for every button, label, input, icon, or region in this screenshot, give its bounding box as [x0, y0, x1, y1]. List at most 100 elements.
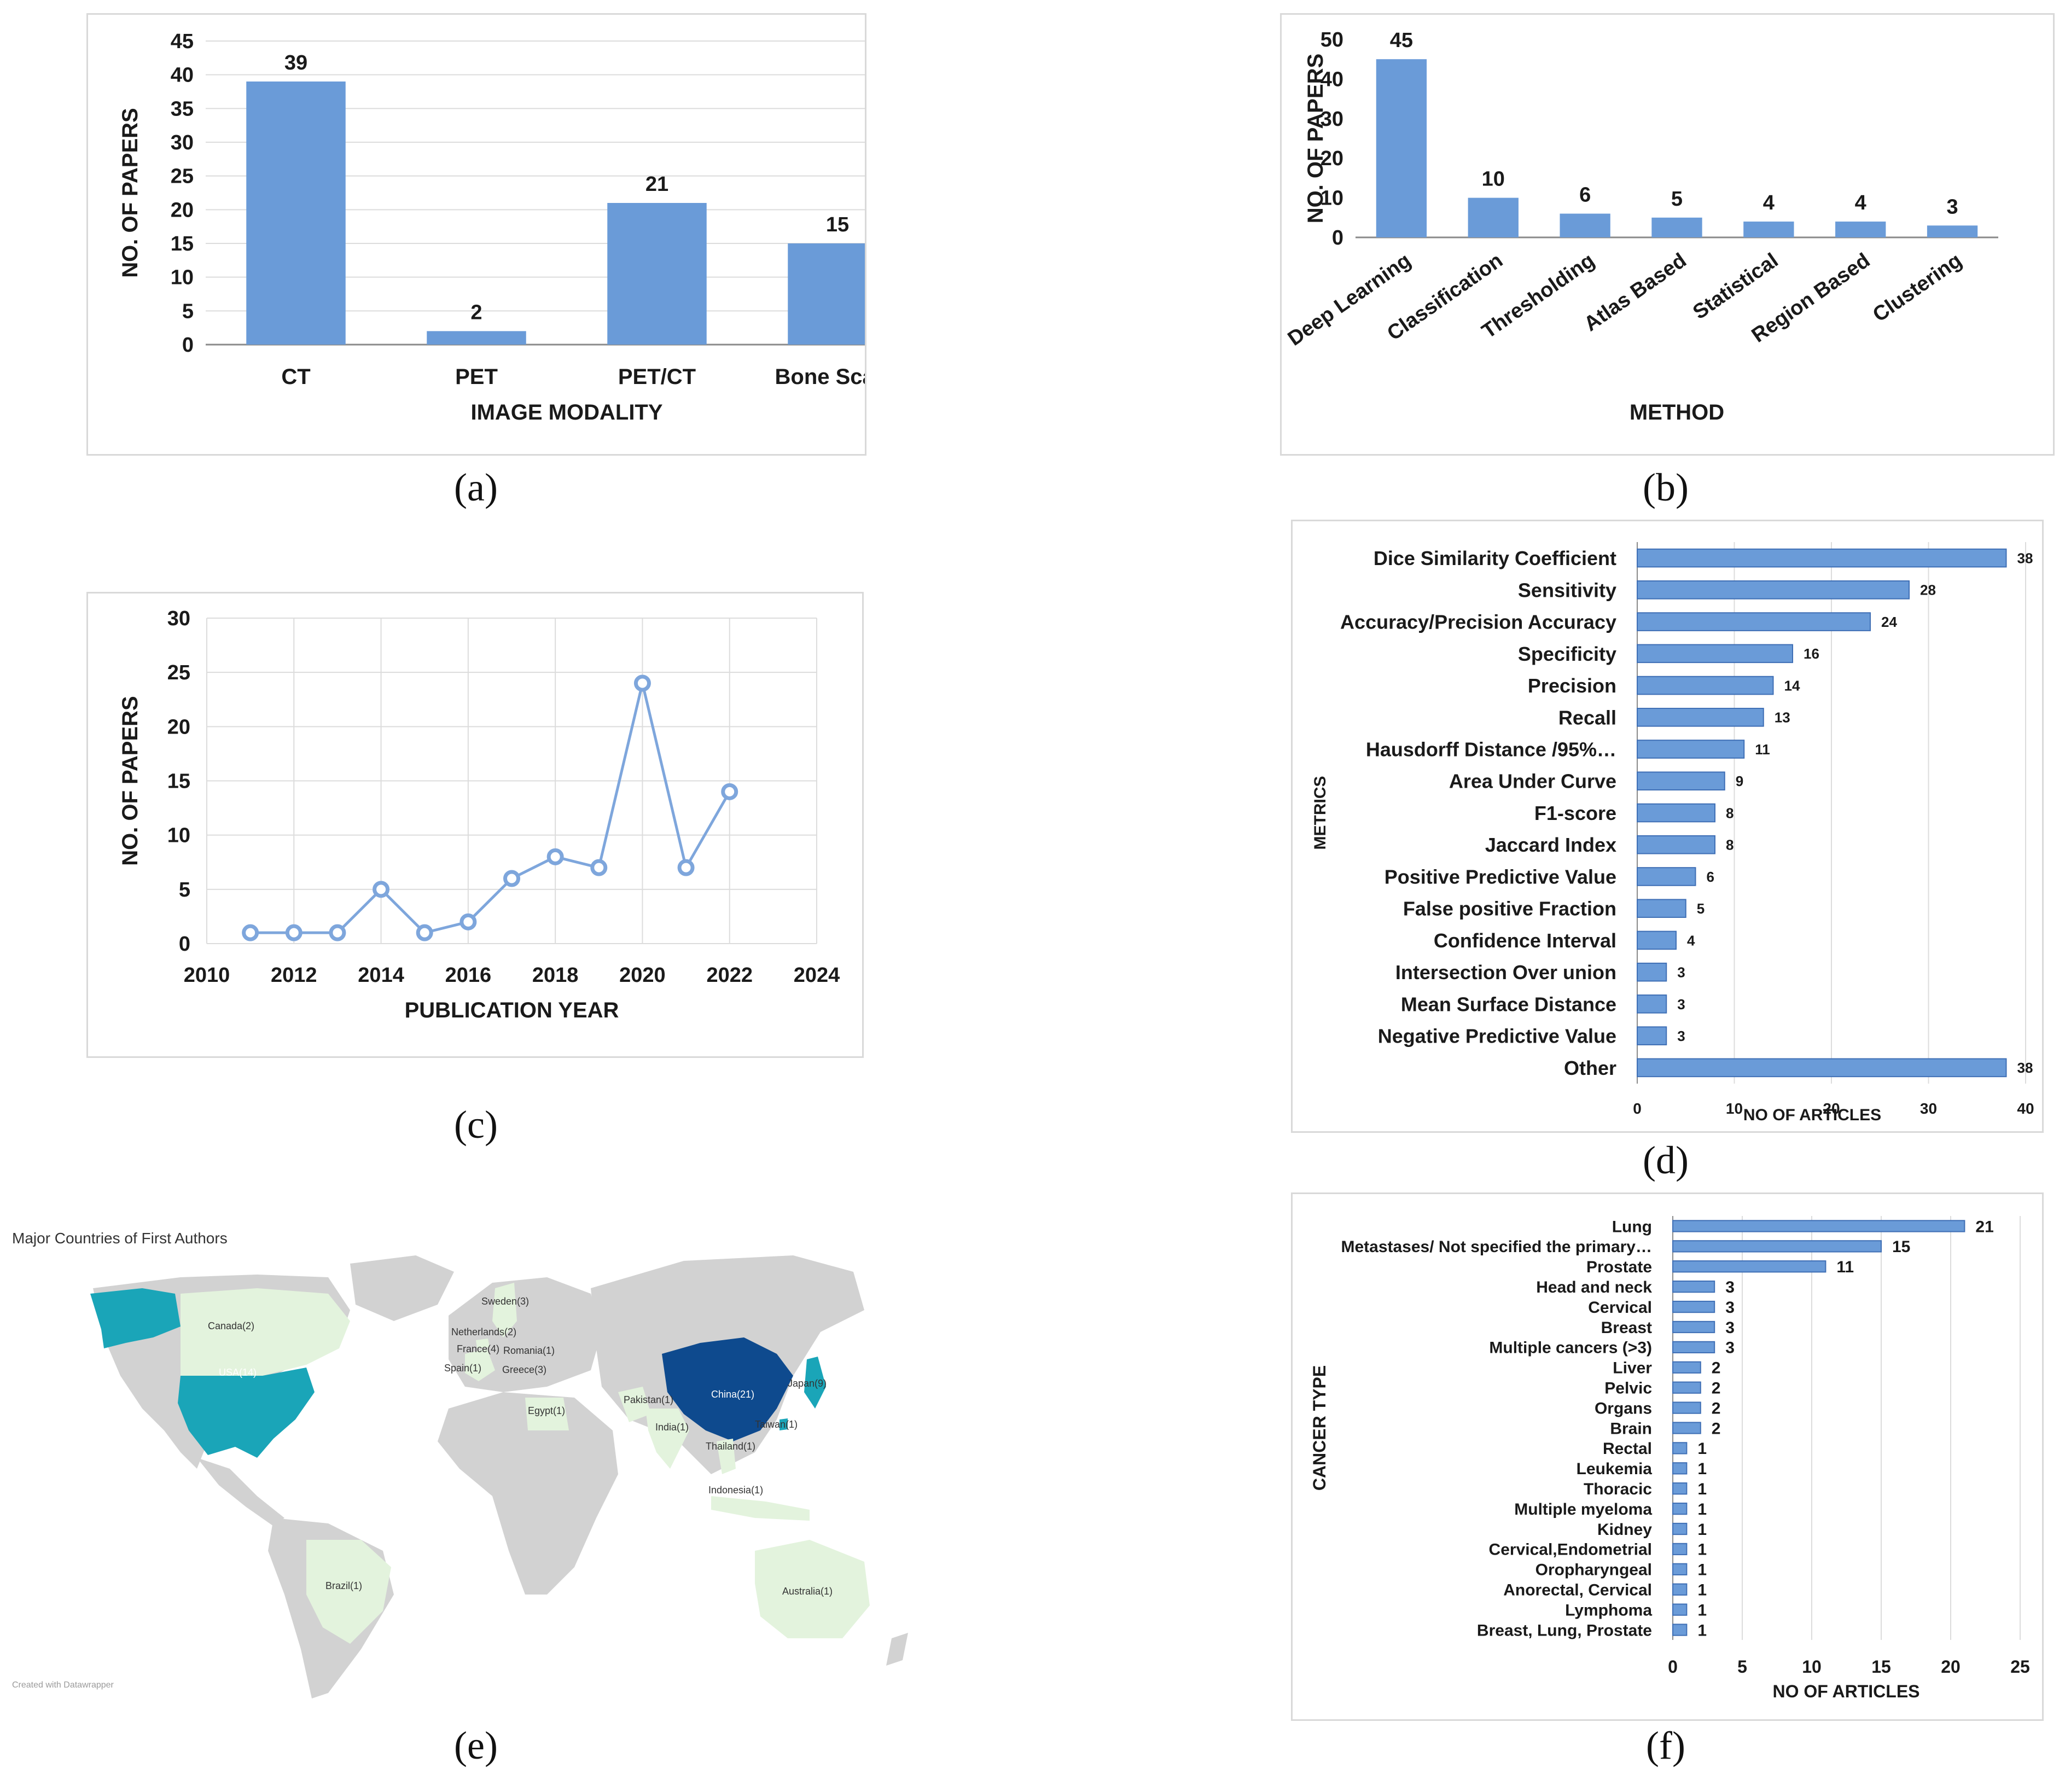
caption-b: (b) [1643, 466, 1689, 509]
data-label: 2 [1712, 1359, 1721, 1377]
map-label: Australia(1) [782, 1586, 833, 1597]
map-label: Indonesia(1) [708, 1485, 763, 1496]
x-axis-title: METHOD [1630, 400, 1724, 424]
data-label: 8 [1726, 837, 1734, 853]
bar [1672, 1624, 1688, 1636]
data-point [633, 674, 651, 692]
y-tick-label: 0 [182, 334, 194, 357]
bar [1637, 930, 1677, 950]
data-label: 1 [1697, 1500, 1707, 1518]
y-tick-label: 25 [167, 661, 190, 684]
y-tick-label: Jaccard Index [1485, 834, 1616, 856]
bar [1672, 1603, 1688, 1616]
x-tick-label: 5 [1737, 1657, 1747, 1677]
bar [1468, 197, 1519, 237]
panel-b-chart-method: 0 10 20 30 40 50 45 Deep Learning 10 Classificati… [1280, 13, 2055, 456]
data-label: 6 [1707, 869, 1714, 885]
y-tick-label: 5 [179, 878, 190, 901]
bar [1672, 1220, 1965, 1232]
chart-c-svg: 0 5 10 15 20 25 30 2010 2012 2014 2016 2018 2020 2022… [118, 607, 840, 1022]
y-tick-label: 20 [1321, 147, 1343, 170]
x-tick-label: 15 [1871, 1657, 1891, 1677]
y-tick-label: Prostate [1586, 1258, 1652, 1276]
bar [1672, 1563, 1688, 1575]
x-tick-label: Bone Scans [775, 365, 865, 389]
data-label: 1 [1697, 1440, 1707, 1458]
bar [1651, 217, 1702, 237]
y-tick-label: Pelvic [1604, 1379, 1652, 1397]
data-label: 3 [1947, 195, 1958, 218]
data-label: 16 [1804, 645, 1819, 662]
caption-a: (a) [454, 466, 498, 509]
data-label: 4 [1687, 932, 1695, 949]
map-label: Greece(3) [502, 1364, 546, 1375]
bar [1672, 1260, 1826, 1273]
x-tick-label: 2010 [184, 964, 230, 987]
y-tick-label: Leukemia [1577, 1460, 1653, 1478]
y-tick-label: 40 [1321, 68, 1343, 91]
y-tick-label: Brain [1610, 1419, 1652, 1438]
data-label: 5 [1671, 188, 1683, 211]
data-label: 38 [2017, 1060, 2033, 1076]
map-label: Taiwan(1) [755, 1419, 798, 1430]
map-label: Pakistan(1) [624, 1394, 673, 1405]
data-label: 10 [1482, 168, 1505, 191]
y-tick-label: 5 [182, 300, 194, 323]
y-axis-title: NO. OF PAPERS [118, 108, 142, 277]
data-point [285, 924, 303, 941]
y-tick-label: 45 [171, 30, 194, 53]
map-label: Sweden(3) [481, 1296, 529, 1307]
bar [1637, 803, 1715, 823]
panel-e-world-map: Major Countries of First Authors [0, 1212, 941, 1704]
bar [1637, 899, 1686, 918]
data-label: 15 [826, 213, 849, 236]
country-egypt [525, 1398, 569, 1430]
data-label: 15 [1892, 1238, 1910, 1256]
y-tick-label: Area Under Curve [1449, 770, 1616, 793]
country-australia [755, 1540, 870, 1638]
data-point [459, 913, 477, 930]
panel-c-chart-publication-year: 0 5 10 15 20 25 30 2010 2012 2014 2016 2018 2020 2022… [86, 592, 864, 1058]
country-canada [181, 1288, 350, 1376]
y-tick-label: Anorectal, Cervical [1503, 1581, 1652, 1599]
country-india [645, 1409, 689, 1469]
y-tick-label: 10 [171, 266, 194, 289]
data-label: 39 [284, 51, 307, 74]
caption-c: (c) [454, 1103, 498, 1147]
bar [1672, 1422, 1701, 1434]
caption-d: (d) [1643, 1138, 1689, 1182]
x-tick-label: 20 [1941, 1657, 1961, 1677]
data-point [503, 870, 520, 887]
country-japan [804, 1357, 826, 1409]
y-tick-label: Negative Predictive Value [1378, 1025, 1616, 1048]
map-credit: Created with Datawrapper [12, 1680, 114, 1690]
y-tick-label: Oropharyngeal [1535, 1561, 1652, 1579]
y-tick-label: Lymphoma [1565, 1601, 1652, 1619]
map-label: USA(14) [219, 1367, 257, 1378]
bar [1637, 676, 1774, 695]
panel-d-chart-metrics: 0 10 20 30 40 38 Dice Similarity Coefficient 28… [1291, 520, 2044, 1133]
bar [1672, 1462, 1688, 1475]
y-tick-label: 20 [171, 199, 194, 222]
bar [1637, 612, 1871, 631]
bar [1672, 1381, 1701, 1394]
data-label: 21 [1975, 1218, 1993, 1236]
x-tick-label: 2016 [445, 964, 492, 987]
x-tick-label: 40 [2017, 1100, 2034, 1117]
bar [246, 82, 346, 345]
bar [1637, 740, 1745, 759]
bar [1672, 1442, 1688, 1454]
data-label: 6 [1579, 184, 1591, 207]
x-tick-label: Clustering [1869, 249, 1966, 327]
map-land [90, 1255, 908, 1698]
bar [1637, 771, 1725, 791]
bar [1927, 225, 1978, 237]
x-tick-label: Atlas Based [1580, 249, 1690, 336]
country-brazil [306, 1540, 391, 1644]
data-label: 1 [1697, 1521, 1707, 1539]
y-tick-label: Accuracy/Precision Accuracy [1340, 611, 1616, 633]
x-tick-label: PET [455, 365, 498, 389]
panel-f-chart-cancer-type: 0 5 10 15 20 25 21 Lung 15 Metastases/ Not specif… [1291, 1192, 2044, 1721]
